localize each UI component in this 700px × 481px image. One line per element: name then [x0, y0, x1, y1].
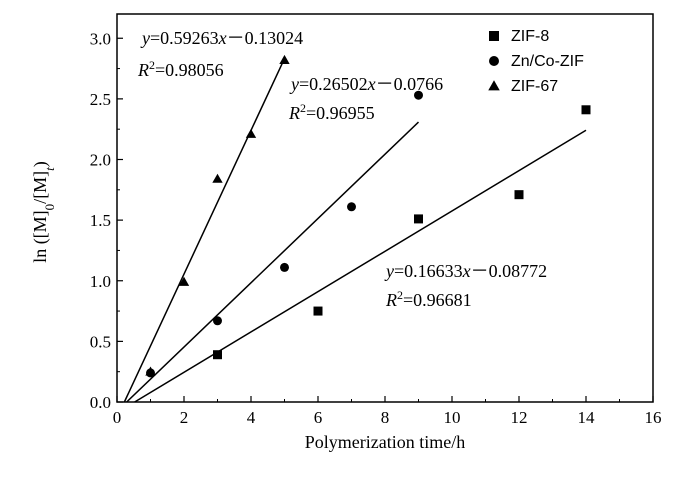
x-axis-title: Polymerization time/h: [305, 432, 465, 452]
legend-marker: [488, 80, 500, 91]
legend: ZIF-8 Zn/Co-ZIF ZIF-67: [488, 28, 584, 95]
data-points: [145, 54, 591, 378]
data-point-zif-8: [414, 214, 423, 224]
y-tick-label: 2.5: [90, 90, 111, 109]
y-tick-label: 1.5: [90, 211, 111, 230]
x-tick-label: 8: [381, 408, 390, 427]
y-tick-label: 0.5: [90, 332, 111, 351]
data-point-zif-8: [313, 306, 323, 316]
x-tick-label: 10: [444, 408, 461, 427]
data-point-zn-co-zif: [213, 316, 222, 326]
y-axis-title: ln ([M]0/[M]t): [30, 161, 57, 263]
y-tick-label: 0.0: [90, 393, 111, 412]
data-point-zif-8: [514, 190, 524, 200]
x-tick-label: 12: [511, 408, 528, 427]
fit-r-squared: R2=0.96955: [288, 101, 375, 123]
y-tick-label: 2.0: [90, 151, 111, 170]
x-tick-label: 0: [113, 408, 122, 427]
data-point-zif-67: [145, 366, 156, 376]
legend-label: ZIF-67: [511, 78, 558, 95]
fit-line-zif-67: [123, 58, 286, 403]
fit-equations: y=0.16633x－0.08772 R2=0.96681 y=0.26502x－0…: [137, 28, 547, 310]
fit-r-squared: R2=0.96681: [385, 288, 472, 310]
x-tick-label: 4: [247, 408, 256, 427]
axis-ticks: 0 2 4 6 8 10 12 14 16 0.0 0.5 1.0 1.5 2.0 2.5 3.0: [90, 29, 662, 427]
legend-marker: [489, 56, 499, 66]
legend-label: ZIF-8: [511, 28, 549, 45]
fit-lines: [123, 58, 587, 403]
fit-equation: y=0.59263x－0.13024: [140, 28, 303, 48]
data-point-zif-67: [178, 276, 190, 286]
x-tick-label: 2: [180, 408, 189, 427]
fit-equation: y=0.26502x－0.0766: [289, 74, 443, 94]
x-tick-label: 14: [578, 408, 596, 427]
data-point-zif-8: [581, 105, 591, 115]
data-point-zif-67: [212, 173, 223, 183]
data-point-zn-co-zif: [280, 262, 289, 272]
data-point-zif-67: [245, 128, 257, 138]
data-point-zif-67: [279, 54, 290, 64]
y-tick-label: 1.0: [90, 272, 111, 291]
fit-r-squared: R2=0.98056: [137, 58, 224, 80]
fit-equation: y=0.16633x－0.08772: [384, 261, 547, 281]
y-tick-label: 3.0: [90, 29, 111, 48]
x-tick-label: 16: [645, 408, 662, 427]
fit-line-zif-8: [134, 129, 587, 403]
fit-line-zn-co-zif: [126, 121, 420, 403]
legend-marker: [489, 31, 499, 41]
legend-label: Zn/Co-ZIF: [511, 53, 584, 70]
data-point-zif-8: [213, 350, 222, 360]
data-point-zn-co-zif: [347, 202, 356, 212]
data-point-zn-co-zif: [414, 90, 423, 100]
x-tick-label: 6: [314, 408, 323, 427]
